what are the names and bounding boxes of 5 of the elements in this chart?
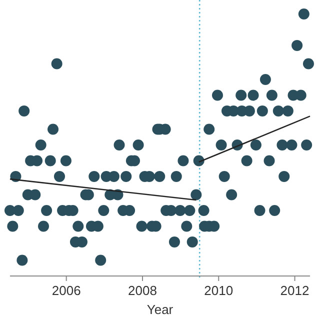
x-tick-label: 2012	[280, 283, 310, 298]
x-tick-label: 2008	[128, 283, 157, 298]
x-tick-label: 2010	[204, 283, 234, 298]
x-tick-label: 2006	[52, 283, 81, 298]
x-axis-title: Year	[146, 302, 174, 317]
